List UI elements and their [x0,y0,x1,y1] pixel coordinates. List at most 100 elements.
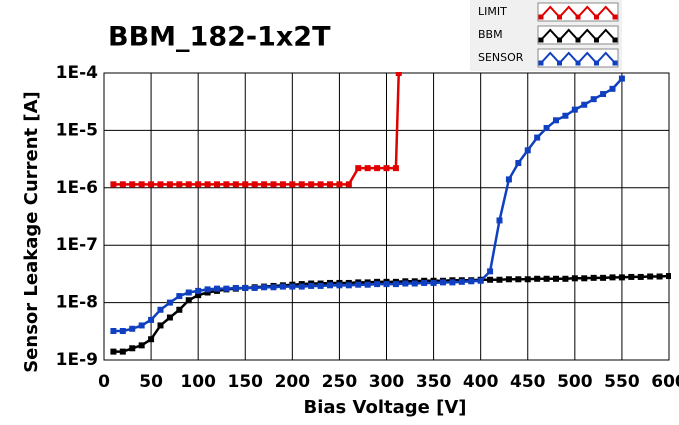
data-point [214,285,220,292]
data-point [138,322,145,329]
data-point [110,328,117,335]
legend-marker [538,14,544,20]
data-point [251,181,258,188]
data-point [618,274,625,281]
data-point [327,282,333,289]
data-point [666,273,671,280]
legend-marker [594,14,599,20]
data-point [223,285,230,292]
data-point [543,275,550,282]
y-axis-label: Sensor Leakage Current [A] [21,91,42,373]
x-tick-label: 50 [139,372,163,392]
x-tick-label: 550 [604,372,640,392]
legend-marker [557,60,562,66]
data-point [609,85,616,92]
data-point [129,345,136,352]
data-point [110,181,117,188]
data-point [176,181,183,188]
y-tick-label: 1E-6 [56,178,98,198]
data-point [355,165,362,172]
data-point [458,278,465,285]
data-point [553,275,559,282]
y-tick-label: 1E-5 [56,120,98,140]
data-point [487,268,494,275]
x-tick-label: 300 [369,372,405,392]
data-point [223,181,230,188]
y-tick-label: 1E-8 [56,293,98,313]
data-point [421,279,428,286]
data-point [637,273,644,280]
data-point [496,276,503,283]
data-point [600,91,607,98]
data-point [618,75,625,82]
data-point [195,287,202,294]
data-point [110,348,117,355]
x-axis-label: Bias Voltage [V] [304,397,467,418]
data-point [477,277,484,284]
data-point [515,160,522,167]
data-point [214,181,220,188]
legend-label: LIMIT [478,5,507,18]
data-point [232,181,239,188]
data-point [571,275,578,282]
legend-marker [612,60,618,66]
data-point [534,275,541,282]
data-point [374,165,381,172]
data-point [392,165,399,172]
y-tick-label: 1E-9 [56,350,98,370]
data-point [562,275,569,282]
data-point [119,348,126,355]
data-point [590,96,597,103]
data-point [148,181,155,188]
legend-marker [575,14,581,20]
data-point [279,283,286,290]
data-point [327,181,333,188]
data-point [515,276,522,283]
x-tick-label: 450 [510,372,546,392]
data-point [581,275,588,282]
data-point [355,281,362,288]
data-point [345,282,352,289]
data-point [129,181,136,188]
data-point [609,274,616,281]
data-point [317,181,324,188]
data-point [430,279,437,286]
data-point [261,181,268,188]
data-point [261,284,268,291]
data-point [119,181,126,188]
data-point [204,286,211,293]
data-point [195,181,202,188]
legend-marker [612,37,618,43]
data-point [204,289,211,296]
x-tick-label: 500 [557,372,593,392]
data-point [242,284,249,291]
x-tick-label: 0 [98,372,110,392]
data-point [289,283,296,290]
data-point [392,281,399,288]
data-point [185,297,192,304]
x-tick-label: 150 [228,372,264,392]
data-point [232,284,239,291]
data-point [534,134,541,141]
legend-marker [538,37,544,43]
data-point [383,281,390,288]
data-point [553,117,559,124]
legend-marker [557,37,562,43]
data-point [317,282,324,289]
legend-marker [557,14,562,20]
data-point [402,280,409,287]
data-point [204,181,211,188]
data-point [308,181,315,188]
data-point [138,342,145,349]
data-point [166,299,173,306]
data-point [166,181,173,188]
data-point [185,181,192,188]
legend-marker [538,60,544,66]
x-tick-label: 350 [416,372,452,392]
legend-marker [594,37,599,43]
data-point [364,281,371,288]
data-point [543,125,550,132]
data-point [270,284,277,291]
data-point [176,293,183,300]
